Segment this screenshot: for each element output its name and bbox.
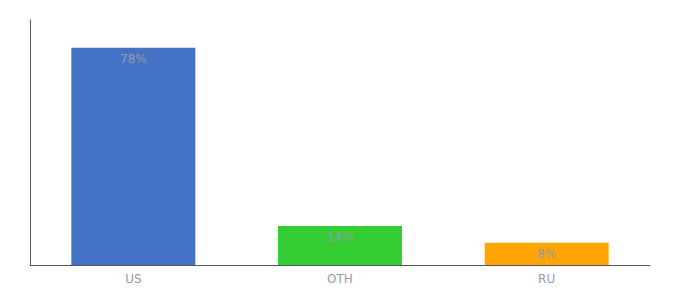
svg-text:14%: 14%: [327, 230, 354, 244]
svg-text:78%: 78%: [120, 52, 147, 66]
svg-text:8%: 8%: [537, 247, 556, 261]
svg-text:OTH: OTH: [327, 272, 353, 286]
svg-text:US: US: [125, 272, 141, 286]
svg-text:RU: RU: [538, 272, 555, 286]
